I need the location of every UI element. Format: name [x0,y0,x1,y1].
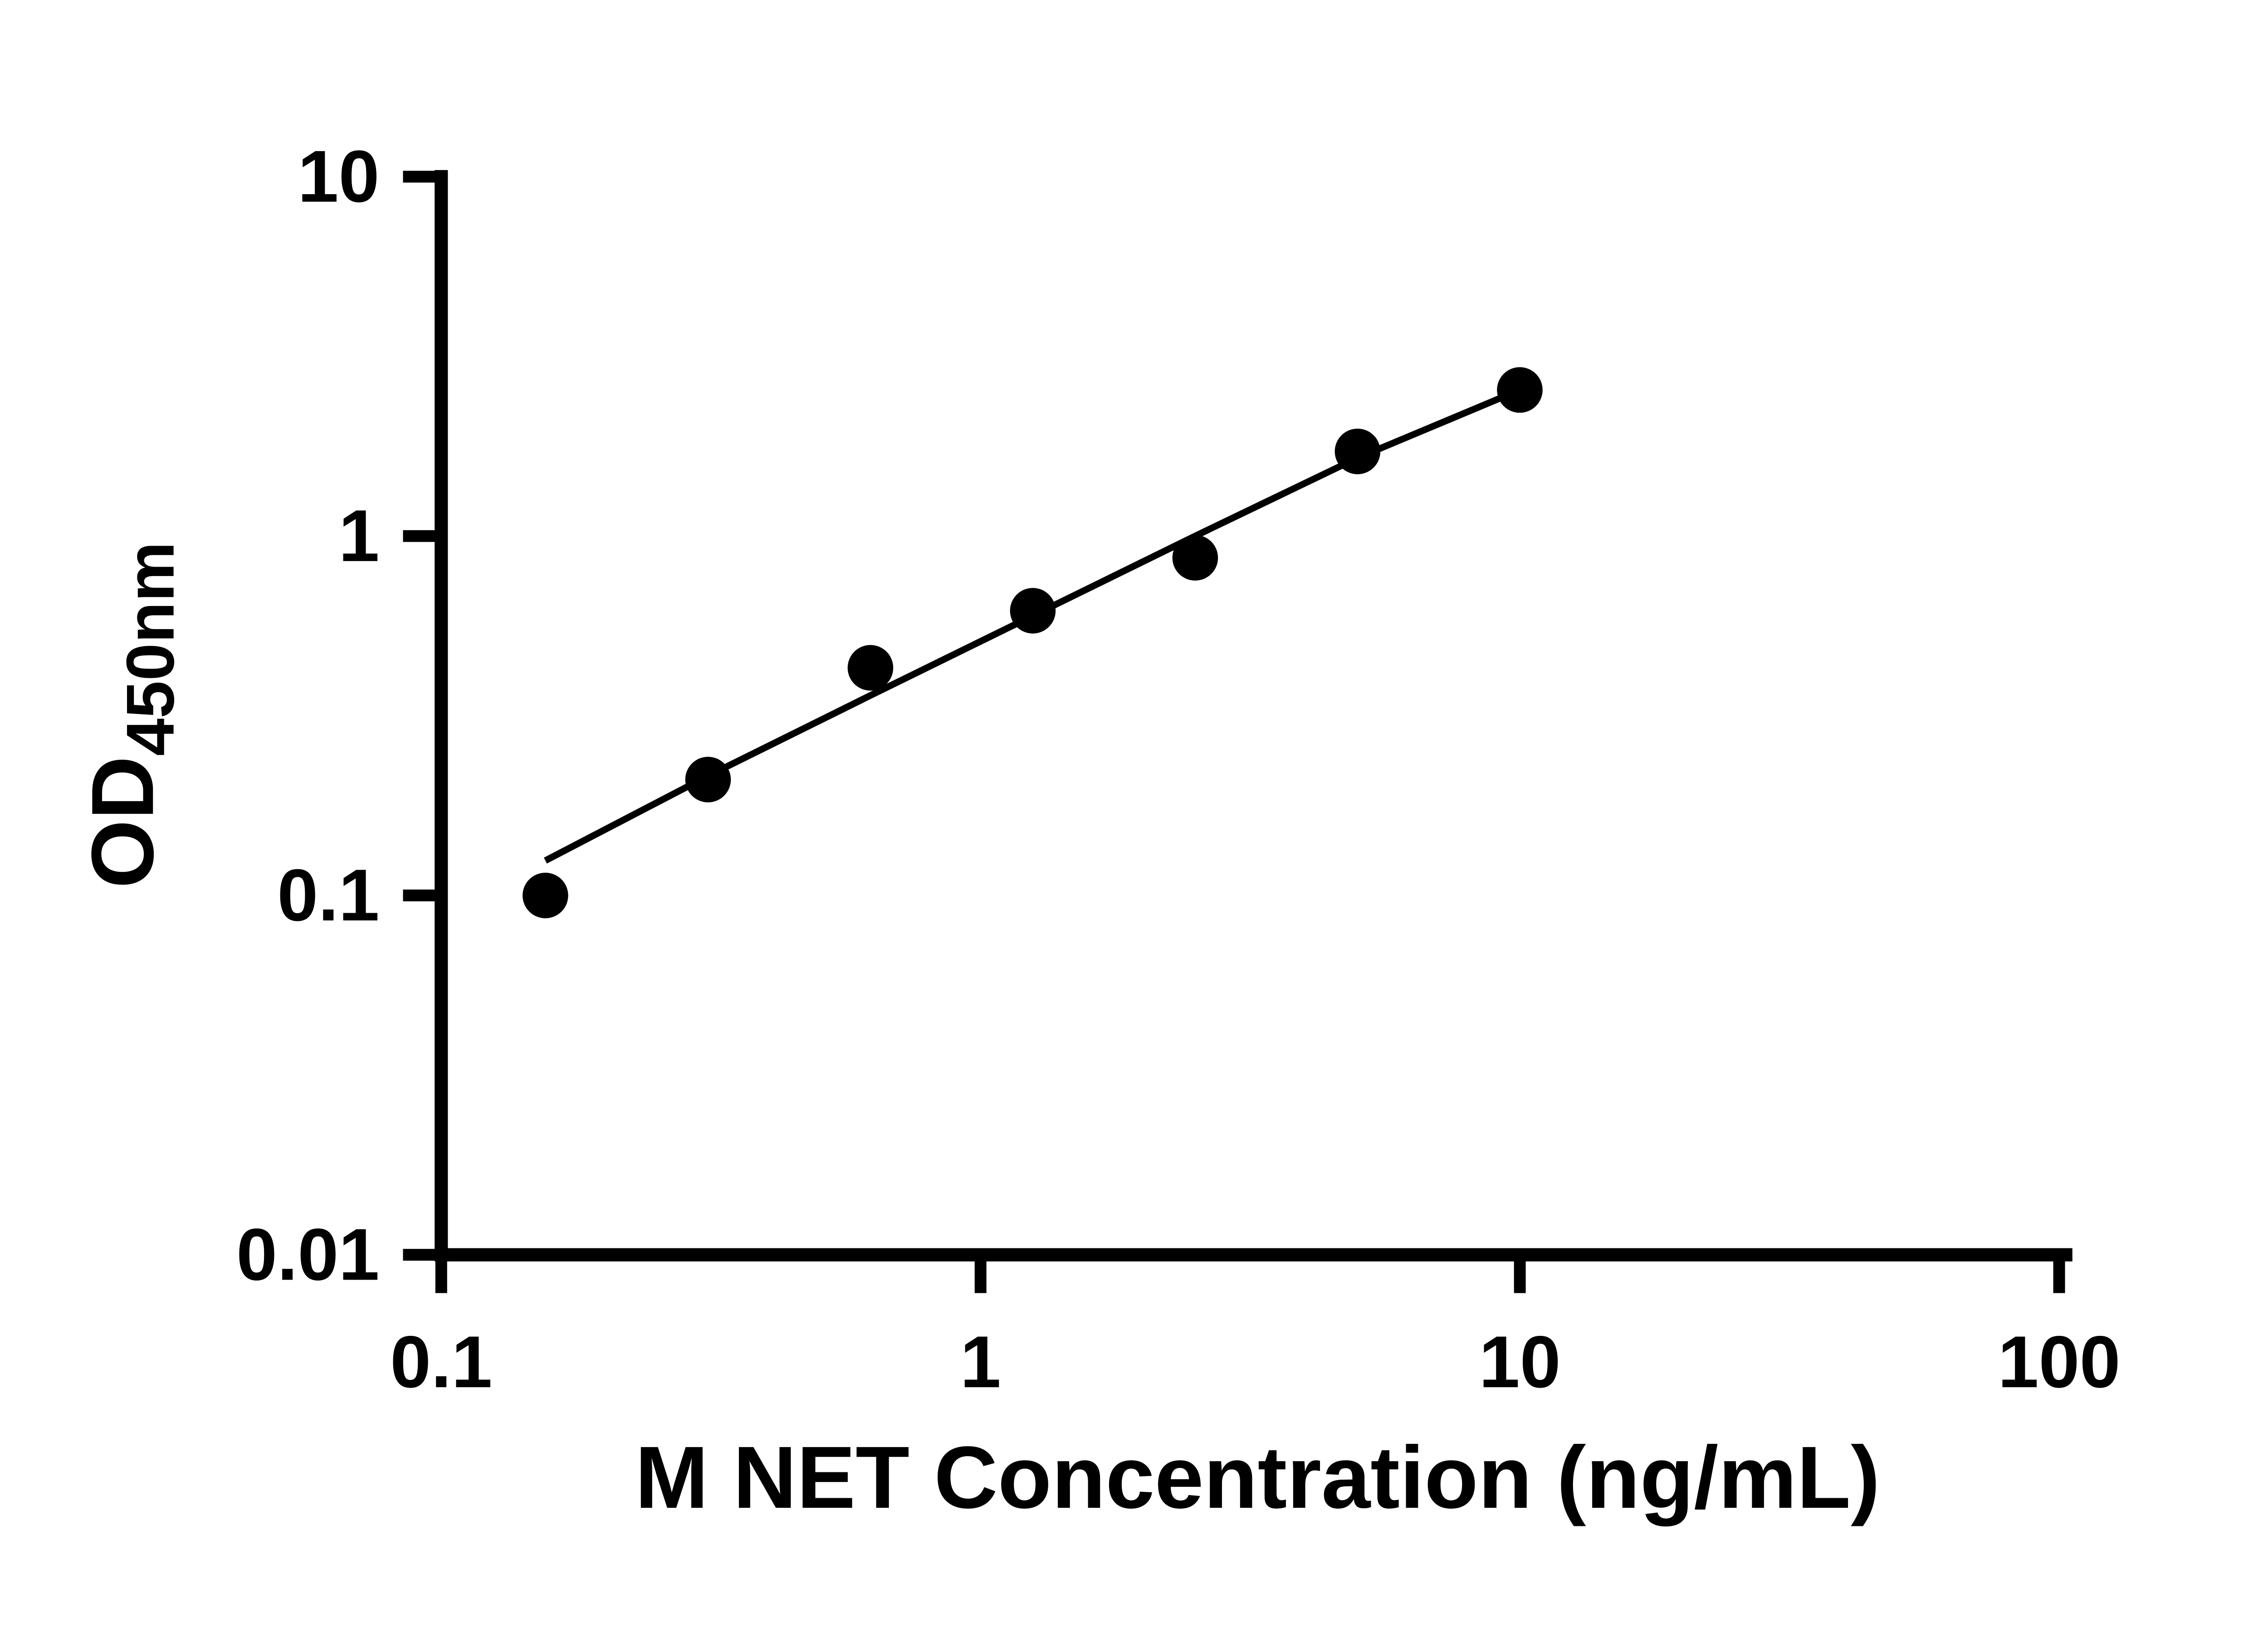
data-point-marker [847,645,894,691]
data-point-marker [685,757,731,802]
axes-group [435,170,2072,1261]
data-points-group [523,367,1543,919]
tick-marks-group [403,171,2065,1293]
y-axis-tick-label: 0.1 [277,854,379,936]
y-axis-title-main: OD [73,756,172,889]
x-axis-title: M NET Concentration (ng/mL) [635,1428,1880,1527]
data-point-marker [1497,367,1543,413]
y-axis-tick-label: 0.01 [236,1213,380,1296]
x-axis-tick-label: 10 [1479,1321,1560,1403]
x-axis-tick-label: 100 [1998,1321,2120,1403]
x-axis-tick-label: 0.1 [390,1321,492,1403]
y-axis-title-subscript: 450nm [112,542,188,756]
data-point-marker [1172,535,1218,581]
y-axis-tick-label: 1 [338,495,379,577]
data-point-marker [1010,588,1056,634]
y-axis-tick-label: 10 [298,136,379,218]
x-axis-tick-label: 1 [960,1321,1001,1403]
data-point-marker [523,872,568,919]
y-axis-title: OD450nm [73,542,188,888]
data-point-marker [1334,428,1381,474]
